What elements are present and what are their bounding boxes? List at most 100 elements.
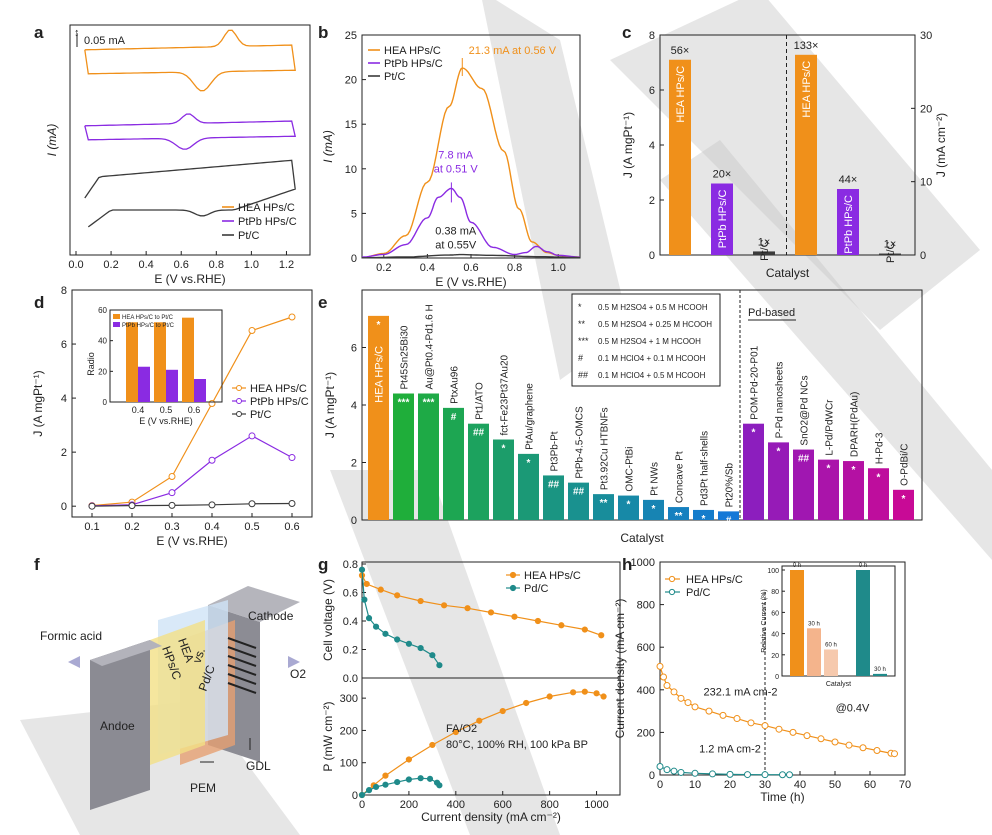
y-tick-label: 15: [345, 119, 357, 131]
bar-0: [669, 59, 691, 255]
data-point-power: [394, 778, 401, 786]
series-line-power-pd: [361, 777, 440, 796]
bar-label: Pt/C: [885, 241, 897, 262]
bar-5: [493, 439, 514, 520]
inset-y-tick-label: 60: [98, 306, 107, 315]
x-tick-label: 0.2: [124, 521, 139, 533]
x-tick-label: 1.2: [279, 259, 294, 271]
annotation-ptc-peak: 0.38 mA: [435, 226, 477, 238]
bar-19: [843, 461, 864, 520]
data-point-hea: [719, 711, 727, 719]
y-tick-label: 0.2: [343, 645, 358, 657]
bar-condition-mark: ##: [573, 487, 585, 498]
bar-21: [893, 489, 914, 520]
watermark-stroke: [660, 140, 992, 560]
data-point-pd: [779, 771, 786, 779]
data-point-voltage: [464, 605, 471, 612]
group-label-pd-based: Pd-based: [748, 307, 795, 319]
legend-entry: HEA HPs/C: [238, 202, 295, 214]
inset-bar: [182, 317, 194, 402]
x-tick-label: 1000: [584, 799, 608, 811]
y-tick-label: 0.6: [343, 588, 358, 600]
x-tick-label: 0: [657, 779, 663, 791]
inset-y-tick-label: 100: [767, 568, 779, 575]
x-tick-label: 0.0: [68, 259, 83, 271]
data-point-voltage: [534, 617, 542, 625]
data-point-ptc: [248, 500, 256, 508]
y-axis-label: Current density (mA cm⁻²): [613, 599, 627, 739]
bar-category-label: O-PdBi/C: [900, 444, 911, 486]
y-tick-label: 4: [649, 140, 655, 152]
y-tick-label: 800: [637, 600, 655, 612]
data-point-pd: [691, 769, 699, 777]
label-anode: Andoe: [100, 719, 135, 733]
inset-bar: [873, 673, 887, 676]
bar-2: [753, 251, 775, 255]
y-tick-label: 200: [340, 725, 358, 737]
inset-bar-label: 30 h: [874, 667, 886, 673]
annotation-ptpb-peak-potential: at 0.51 V: [434, 163, 479, 175]
inset-y-tick-label: 20: [98, 367, 107, 376]
bar-category-label: Pt45Sn25Bi30: [400, 325, 411, 389]
inset-x-tick-label: 0.5: [160, 405, 173, 415]
legend-entry: 0.1 M HClO4 + 0.5 M HCOOH: [598, 371, 706, 380]
x-tick-label: 70: [899, 779, 911, 791]
bar-category-label: DPARH(PdAu): [850, 392, 861, 457]
data-point-power: [372, 783, 380, 791]
legend-mark: *: [578, 302, 582, 312]
data-point-hea: [684, 699, 692, 707]
bar-ratio-label: 1×: [884, 239, 897, 251]
x-tick-label: 1.0: [244, 259, 259, 271]
flow-channel: [227, 646, 257, 658]
panel-a-cyclic-voltammetry: a 0.0 0.2 0.4 0.6 0.8 1.0 1.2 E (V vs.RHE) I (mA)…: [34, 23, 311, 286]
data-point-ptpb: [168, 489, 176, 497]
data-point-power: [600, 693, 607, 700]
data-point-ptc: [208, 501, 216, 509]
legend-entry: Pd/C: [524, 583, 549, 595]
flow-channel: [227, 682, 257, 694]
bar-condition-mark: *: [627, 500, 631, 511]
inset-y-tick-label: 80: [771, 589, 779, 596]
bar-category-label: SnO2@Pd NCs: [800, 375, 811, 445]
x-tick-label: 0.1: [84, 521, 99, 533]
data-point-voltage: [365, 615, 373, 622]
bar-condition-mark: *: [377, 320, 381, 331]
data-point-voltage: [363, 580, 370, 588]
bar-condition-mark: *: [877, 472, 881, 483]
x-tick-label: 0.4: [204, 521, 219, 533]
plot-frame: [71, 289, 313, 518]
label-vs: vs.: [190, 646, 208, 665]
data-point-hea: [691, 703, 699, 711]
bar-ratio-label: 133×: [794, 40, 819, 52]
inset-x-axis-label: E (V vs.RHE): [139, 416, 193, 426]
x-axis-label: Time (h): [760, 790, 804, 804]
legend-mark: #: [578, 353, 583, 363]
y-tick-label: 0: [351, 253, 357, 265]
annotation-ptc-peak-potential: at 0.55V: [435, 240, 477, 252]
panel-g-fuel-cell-performance: g 0 200 400 600 800 1000 0.0 0.2 0.4 0.6 0.8 0 100 200…: [318, 555, 621, 824]
y2-axis-label: J (mA cm⁻²): [934, 113, 948, 177]
series-line-ptpb: [361, 187, 580, 258]
annotation-hea-peak: 21.3 mA at 0.56 V: [469, 45, 557, 57]
x-tick-label: 50: [829, 779, 841, 791]
data-point-hea: [859, 744, 867, 752]
data-point-voltage: [440, 602, 448, 609]
bar-11: [643, 499, 664, 520]
bar-category-label: Concave Pt: [675, 451, 686, 503]
bar-8: [568, 482, 589, 520]
legend-marker: [236, 385, 242, 391]
annotation-hea-current: 232.1 mA cm-2: [704, 687, 778, 699]
inset-legend-swatch: [113, 322, 120, 327]
bar-condition-mark: *: [502, 444, 506, 455]
x-tick-label: 0.2: [376, 262, 391, 274]
data-point-hea: [288, 313, 296, 321]
data-point-pd: [761, 771, 769, 779]
bar-9: [593, 494, 614, 520]
panel-letter-g: g: [318, 555, 328, 574]
x-tick-label: 400: [447, 799, 465, 811]
y-tick-label: 4: [351, 400, 357, 412]
data-point-voltage: [417, 644, 424, 652]
bar-ratio-label: 44×: [839, 174, 858, 186]
x-tick-label: 0.8: [507, 262, 522, 274]
bar-category-label: P-Pd nanosheets: [775, 362, 786, 439]
